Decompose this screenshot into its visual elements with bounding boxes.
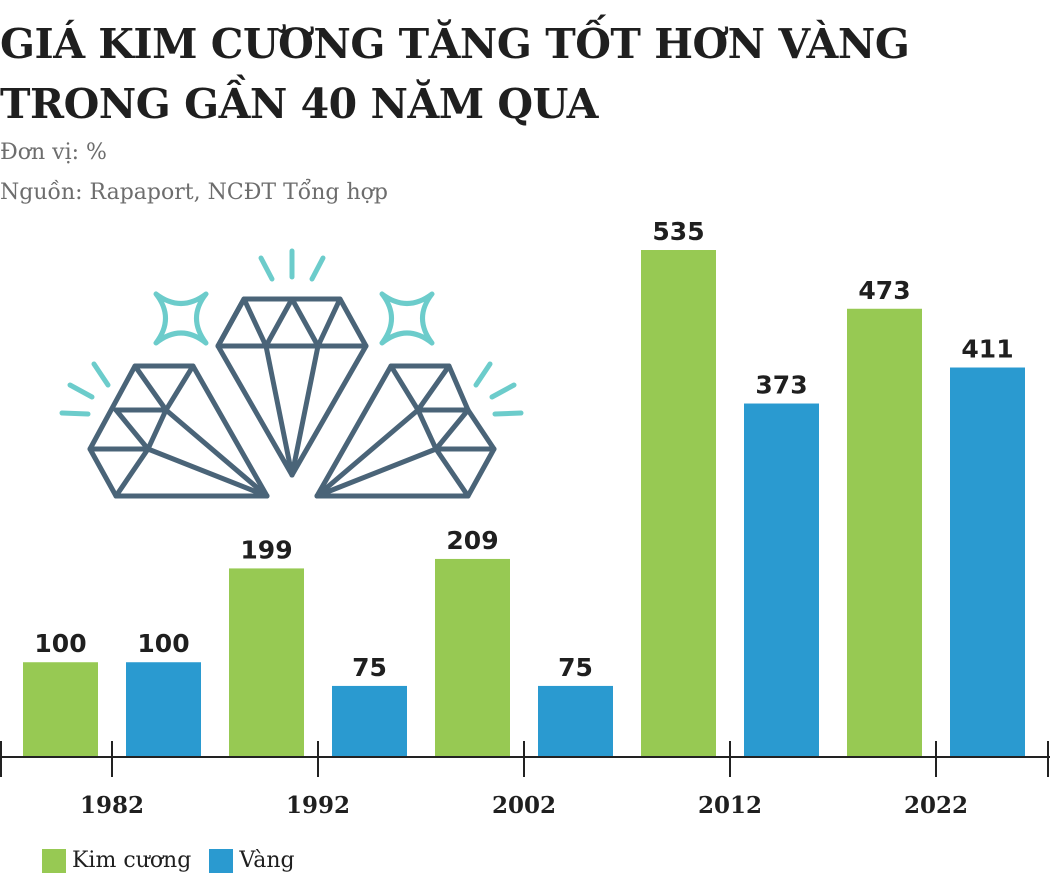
x-tick-label-2022: 2022 (904, 792, 968, 819)
legend-label-diamond: Kim cương (72, 848, 192, 873)
bar-gold-2022 (950, 367, 1025, 757)
value-label-diamond-1982: 100 (34, 629, 86, 658)
value-label-diamond-2012: 535 (652, 217, 704, 246)
bar-gold-1982 (126, 662, 201, 757)
x-tick-label-2002: 2002 (492, 792, 556, 819)
legend-label-gold: Vàng (239, 848, 295, 873)
bar-diamond-2012 (641, 250, 716, 757)
bar-gold-2002 (538, 685, 613, 757)
bars-layer (23, 250, 1025, 757)
value-label-gold-1982: 100 (137, 629, 189, 658)
bar-diamond-1992 (229, 568, 304, 757)
value-label-gold-1992: 75 (352, 653, 387, 682)
value-label-gold-2022: 411 (961, 335, 1013, 364)
x-tick-label-1992: 1992 (286, 792, 350, 819)
source-label: Nguồn: Rapaport, NCĐT Tổng hợp (0, 180, 388, 205)
bar-diamond-1982 (23, 662, 98, 757)
diamonds-sparkle-icon (59, 248, 524, 499)
value-label-gold-2012: 373 (755, 371, 807, 400)
value-label-diamond-2022: 473 (858, 276, 910, 305)
value-label-diamond-2002: 209 (446, 526, 498, 555)
chart-title: GIÁ KIM CƯƠNG TĂNG TỐT HƠN VÀNG TRONG GẦ… (0, 14, 1040, 134)
bar-gold-2012 (744, 403, 819, 757)
unit-label: Đơn vị: % (0, 140, 107, 165)
x-tick-label-2012: 2012 (698, 792, 762, 819)
bar-diamond-2022 (847, 308, 922, 757)
value-label-diamond-1992: 199 (240, 535, 292, 564)
chart-title-line-1: GIÁ KIM CƯƠNG TĂNG TỐT HƠN VÀNG (0, 20, 910, 68)
x-tick-label-1982: 1982 (80, 792, 144, 819)
value-label-gold-2002: 75 (558, 653, 593, 682)
chart-title-line-2: TRONG GẦN 40 NĂM QUA (0, 80, 598, 128)
legend-swatch-diamond (42, 848, 66, 873)
legend-item-gold: Vàng (209, 848, 295, 873)
value-labels-layer: 100 100 199 75 209 75 535 373 473 411 (34, 217, 1013, 682)
legend-item-diamond: Kim cương (42, 848, 191, 873)
legend: Kim cương Vàng (42, 848, 313, 873)
x-axis: 1982 1992 2002 2012 2022 (0, 741, 1050, 819)
bar-gold-1992 (332, 685, 407, 757)
bar-diamond-2002 (435, 558, 510, 757)
legend-swatch-gold (209, 848, 234, 873)
